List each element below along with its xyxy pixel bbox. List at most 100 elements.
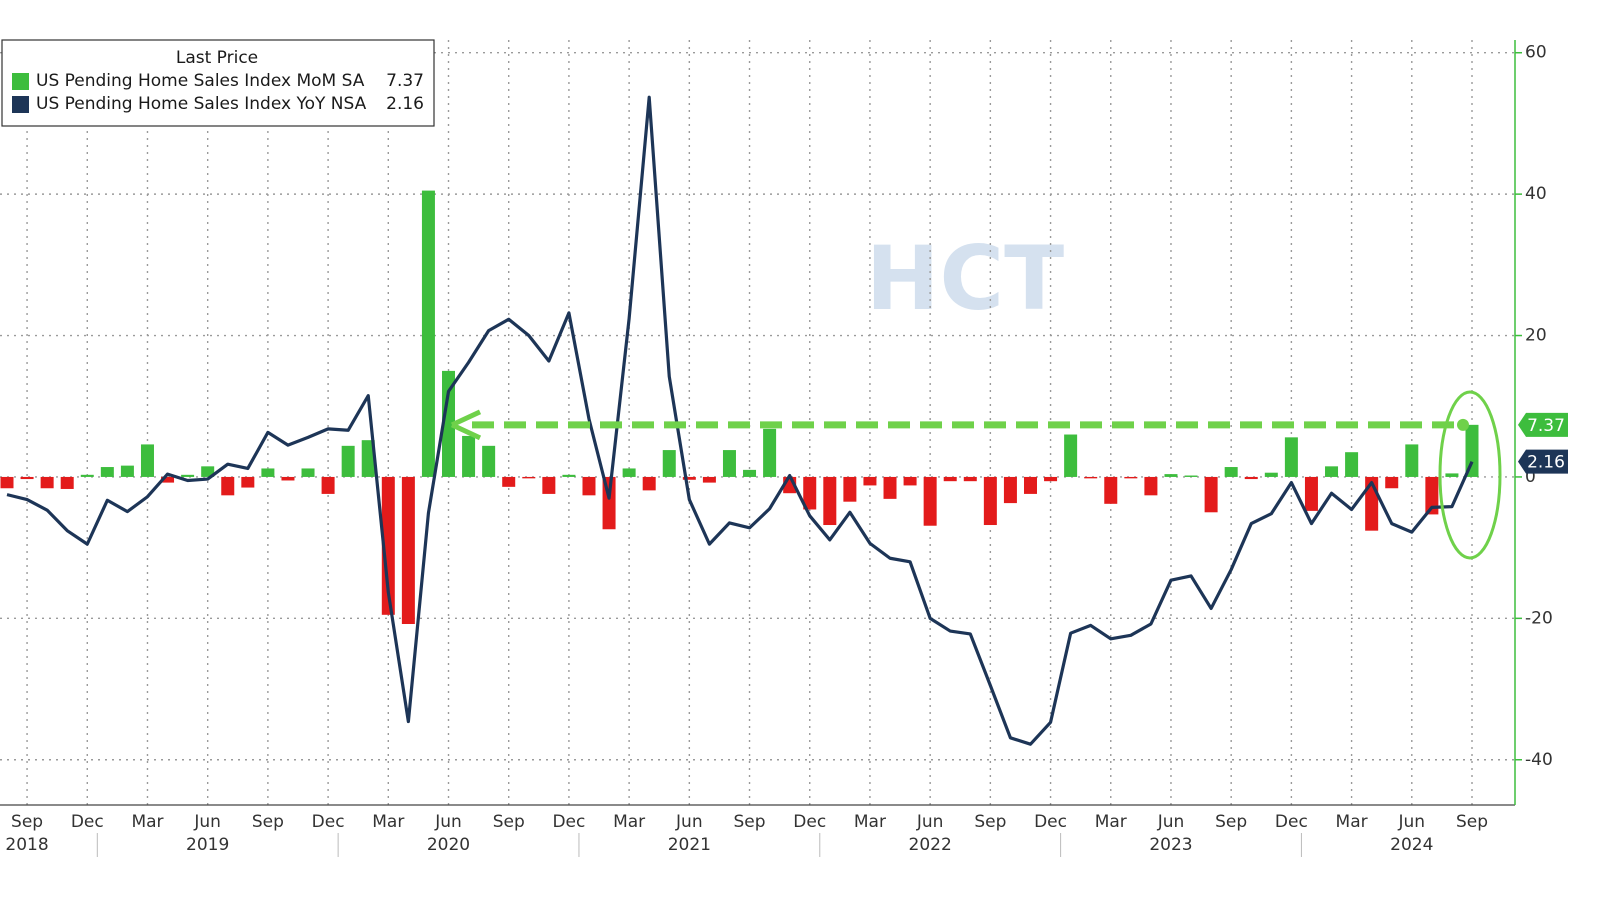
x-tick-label: Sep (1456, 812, 1488, 832)
annotation-arrowhead (450, 409, 482, 441)
bar (1405, 444, 1419, 477)
bar (1264, 472, 1278, 477)
bar (1064, 434, 1078, 477)
x-tick-label: Mar (1095, 812, 1127, 832)
x-tick-label: Sep (734, 812, 766, 832)
bar (1184, 475, 1198, 477)
bar (662, 450, 676, 477)
bar (522, 476, 536, 479)
bar (462, 435, 476, 477)
bar (1304, 476, 1318, 511)
y-tick-label: 60 (1525, 43, 1547, 63)
bar (361, 440, 375, 477)
bar (923, 476, 937, 526)
bar (321, 476, 335, 494)
bar (722, 450, 736, 477)
x-tick-label: Jun (675, 812, 703, 832)
bar (140, 444, 154, 477)
bar (60, 476, 74, 489)
bar (843, 476, 857, 502)
x-tick-label: Sep (493, 812, 525, 832)
bar (221, 476, 235, 496)
bar (1284, 437, 1298, 477)
x-year-label: 2023 (1149, 835, 1192, 855)
bar (161, 476, 175, 483)
x-year-label: 2020 (427, 835, 470, 855)
legend-box (1, 39, 435, 127)
bar (963, 476, 977, 482)
x-year-label: 2018 (5, 835, 48, 855)
annotation-ellipse (1438, 390, 1502, 560)
bar (1425, 476, 1439, 515)
bar (1084, 476, 1098, 479)
x-year-label: 2024 (1390, 835, 1433, 855)
bar (40, 476, 54, 489)
bar (943, 476, 957, 482)
y-tick-label: 0 (1525, 467, 1536, 487)
legend-swatch (12, 96, 29, 113)
bar (20, 476, 34, 480)
legend-swatch (12, 73, 29, 90)
x-tick-label: Mar (854, 812, 886, 832)
value-tag-label: 2.16 (1527, 453, 1565, 473)
x-tick-label: Jun (916, 812, 944, 832)
x-tick-label: Jun (1398, 812, 1426, 832)
line (6, 95, 1474, 746)
x-tick-label: Sep (252, 812, 284, 832)
x-tick-label: Jun (434, 812, 462, 832)
bar (1224, 467, 1238, 477)
bar (181, 474, 195, 477)
x-year-label: 2022 (909, 835, 952, 855)
x-tick-label: Sep (974, 812, 1006, 832)
bar (763, 428, 777, 477)
bar (642, 476, 656, 491)
x-tick-label: Dec (793, 812, 826, 832)
x-tick-label: Mar (372, 812, 404, 832)
bar (883, 476, 897, 499)
legend: Last Price US Pending Home Sales Index Mo… (1, 39, 435, 127)
bar (903, 476, 917, 486)
legend-label: US Pending Home Sales Index YoY NSA (36, 94, 367, 114)
bar (1204, 476, 1218, 513)
y-tick-label: -20 (1525, 608, 1553, 628)
bar (1124, 476, 1138, 479)
bar (562, 474, 576, 477)
legend-value: 2.16 (386, 94, 424, 114)
x-tick-label: Jun (1157, 812, 1185, 832)
bar (0, 476, 14, 489)
x-year-label: 2021 (668, 835, 711, 855)
bar (1445, 473, 1459, 477)
legend-label: US Pending Home Sales Index MoM SA (36, 71, 365, 91)
bar (1325, 466, 1339, 477)
bar (702, 476, 716, 483)
bar (1244, 476, 1258, 480)
value-tag (1518, 449, 1568, 474)
bar (622, 468, 636, 477)
bar (743, 469, 757, 477)
bar (1044, 476, 1058, 482)
x-tick-label: Dec (1275, 812, 1308, 832)
bar (1023, 476, 1037, 494)
bar (1345, 452, 1359, 477)
x-tick-label: Mar (1336, 812, 1368, 832)
bar (823, 476, 837, 526)
x-tick-label: Dec (312, 812, 345, 832)
bar (341, 445, 355, 477)
x-tick-label: Dec (552, 812, 585, 832)
bar (1003, 476, 1017, 504)
bar (502, 476, 516, 487)
bar (542, 476, 556, 494)
bar (401, 476, 415, 625)
x-tick-label: Sep (1215, 812, 1247, 832)
annotation-dot (1457, 418, 1469, 431)
bar (1385, 476, 1399, 489)
x-tick-label: Dec (71, 812, 104, 832)
bar (201, 466, 215, 477)
bar (582, 476, 596, 496)
bar (261, 468, 275, 477)
bar (803, 476, 817, 510)
x-tick-label: Mar (131, 812, 163, 832)
value-tag-label: 7.37 (1527, 416, 1565, 436)
bar (863, 476, 877, 486)
